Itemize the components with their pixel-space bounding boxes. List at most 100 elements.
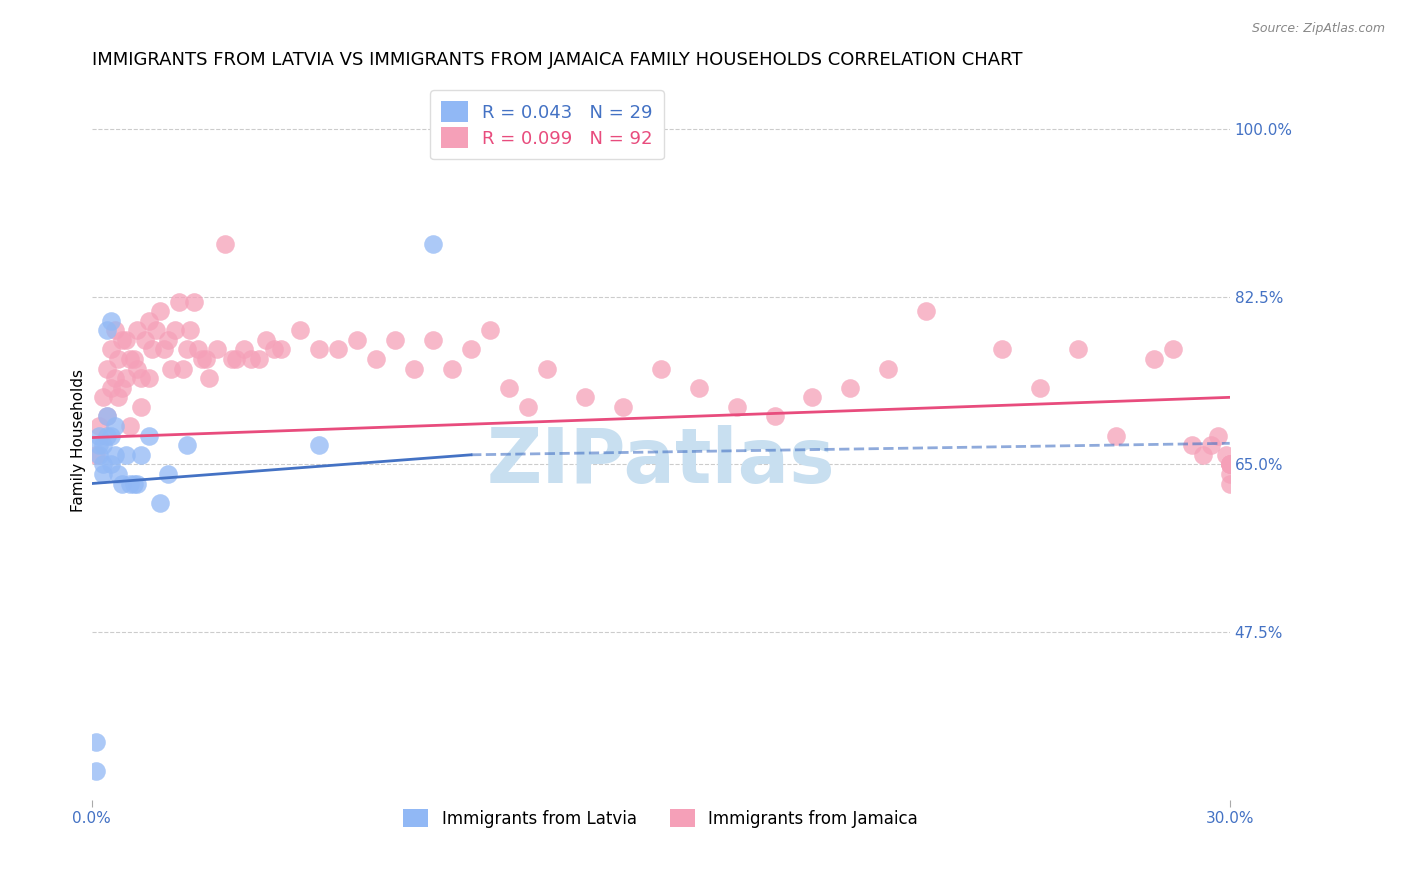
Point	[187, 343, 209, 357]
Point	[801, 390, 824, 404]
Point	[290, 323, 312, 337]
Point	[96, 361, 118, 376]
Point	[115, 448, 138, 462]
Point	[96, 323, 118, 337]
Point	[111, 476, 134, 491]
Point	[107, 467, 129, 481]
Point	[205, 343, 228, 357]
Point	[404, 361, 426, 376]
Point	[100, 428, 122, 442]
Point	[384, 333, 406, 347]
Point	[138, 371, 160, 385]
Point	[103, 323, 125, 337]
Point	[1067, 343, 1090, 357]
Point	[167, 294, 190, 309]
Point	[127, 361, 149, 376]
Point	[115, 371, 138, 385]
Point	[107, 352, 129, 367]
Point	[141, 343, 163, 357]
Point	[183, 294, 205, 309]
Point	[839, 381, 862, 395]
Point	[176, 438, 198, 452]
Point	[1143, 352, 1166, 367]
Point	[89, 428, 111, 442]
Point	[1029, 381, 1052, 395]
Point	[127, 476, 149, 491]
Point	[96, 409, 118, 424]
Point	[138, 428, 160, 442]
Point	[328, 343, 350, 357]
Point	[422, 333, 444, 347]
Point	[165, 323, 187, 337]
Point	[91, 438, 114, 452]
Point	[991, 343, 1014, 357]
Point	[134, 333, 156, 347]
Point	[877, 361, 900, 376]
Point	[172, 361, 194, 376]
Point	[191, 352, 214, 367]
Point	[160, 361, 183, 376]
Text: IMMIGRANTS FROM LATVIA VS IMMIGRANTS FROM JAMAICA FAMILY HOUSEHOLDS CORRELATION : IMMIGRANTS FROM LATVIA VS IMMIGRANTS FRO…	[91, 51, 1022, 69]
Point	[115, 333, 138, 347]
Point	[198, 371, 221, 385]
Point	[100, 381, 122, 395]
Point	[138, 314, 160, 328]
Legend: Immigrants from Latvia, Immigrants from Jamaica: Immigrants from Latvia, Immigrants from …	[396, 803, 925, 834]
Point	[91, 390, 114, 404]
Point	[129, 400, 152, 414]
Point	[225, 352, 247, 367]
Point	[763, 409, 786, 424]
Point	[441, 361, 464, 376]
Point	[89, 419, 111, 434]
Point	[498, 381, 520, 395]
Point	[179, 323, 201, 337]
Point	[536, 361, 558, 376]
Point	[156, 467, 179, 481]
Point	[1181, 438, 1204, 452]
Point	[366, 352, 388, 367]
Point	[111, 381, 134, 395]
Point	[1219, 476, 1241, 491]
Point	[149, 304, 172, 318]
Point	[122, 476, 145, 491]
Point	[517, 400, 540, 414]
Point	[100, 458, 122, 472]
Point	[574, 390, 596, 404]
Point	[84, 764, 107, 778]
Point	[89, 448, 111, 462]
Point	[149, 496, 172, 510]
Point	[118, 476, 141, 491]
Point	[91, 467, 114, 481]
Point	[479, 323, 502, 337]
Point	[232, 343, 254, 357]
Point	[111, 333, 134, 347]
Point	[915, 304, 938, 318]
Point	[270, 343, 292, 357]
Point	[96, 409, 118, 424]
Y-axis label: Family Households: Family Households	[72, 369, 86, 512]
Point	[107, 390, 129, 404]
Point	[129, 448, 152, 462]
Point	[1105, 428, 1128, 442]
Point	[84, 448, 107, 462]
Text: ZIPatlas: ZIPatlas	[486, 425, 835, 499]
Point	[100, 343, 122, 357]
Point	[176, 343, 198, 357]
Point	[156, 333, 179, 347]
Text: Source: ZipAtlas.com: Source: ZipAtlas.com	[1251, 22, 1385, 36]
Point	[118, 352, 141, 367]
Point	[1219, 458, 1241, 472]
Point	[127, 323, 149, 337]
Point	[1192, 448, 1215, 462]
Point	[194, 352, 217, 367]
Point	[263, 343, 285, 357]
Point	[118, 419, 141, 434]
Point	[100, 314, 122, 328]
Point	[422, 237, 444, 252]
Point	[1219, 458, 1241, 472]
Point	[254, 333, 277, 347]
Point	[1219, 458, 1241, 472]
Point	[725, 400, 748, 414]
Point	[221, 352, 243, 367]
Point	[129, 371, 152, 385]
